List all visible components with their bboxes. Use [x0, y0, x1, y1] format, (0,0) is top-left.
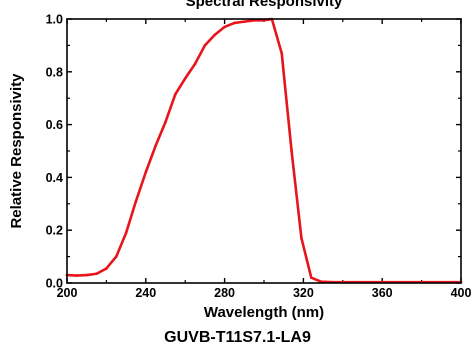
x-tick-label: 280: [214, 286, 235, 300]
sensor-model-caption: GUVB-T11S7.1-LA9: [164, 329, 311, 346]
data-point: [309, 276, 313, 280]
y-tick-label: 0.0: [46, 277, 63, 291]
data-point: [280, 52, 284, 55]
data-point: [233, 21, 236, 25]
data-point: [114, 255, 118, 258]
chart-title: Spectral Responsivity: [186, 0, 343, 10]
data-point: [193, 62, 197, 66]
x-axis-ticks: 200 240 280 320 360 400: [57, 19, 472, 300]
x-tick-label: 360: [372, 286, 393, 300]
data-point: [124, 231, 128, 235]
data-point: [134, 199, 138, 203]
data-point: [300, 236, 303, 240]
x-tick-label: 320: [293, 286, 314, 300]
series-line: [65, 17, 463, 284]
data-point: [223, 25, 226, 29]
data-point: [243, 20, 246, 23]
y-tick-label: 0.6: [46, 118, 63, 132]
y-tick-label: 0.8: [46, 65, 63, 79]
series-layer: [65, 17, 463, 284]
data-point: [174, 92, 177, 96]
x-axis-title: Wavelength (nm): [204, 304, 324, 321]
data-point: [85, 273, 88, 277]
data-point: [144, 170, 148, 174]
responsivity-chart: Spectral Responsivity 200 240 280 320 360 400…: [8, 0, 472, 321]
plot-frame: [66, 18, 462, 284]
x-tick-label: 240: [135, 286, 156, 300]
y-axis-title: Relative Responsivity: [8, 73, 25, 229]
x-tick-label: 200: [57, 286, 78, 300]
data-point: [75, 274, 79, 277]
data-point: [164, 120, 167, 124]
y-tick-label: 1.0: [46, 13, 63, 27]
y-tick-label: 0.2: [46, 224, 63, 238]
x-tick-label: 400: [451, 286, 472, 300]
data-point: [290, 149, 293, 153]
y-tick-label: 0.4: [46, 171, 63, 185]
data-point: [105, 267, 108, 270]
data-point: [95, 272, 98, 276]
data-point: [154, 144, 157, 148]
data-point: [203, 44, 207, 47]
y-axis-ticks: 0.0 0.2 0.4 0.6 0.8 1.0: [46, 13, 461, 291]
data-point: [213, 33, 217, 37]
data-point: [183, 77, 187, 80]
